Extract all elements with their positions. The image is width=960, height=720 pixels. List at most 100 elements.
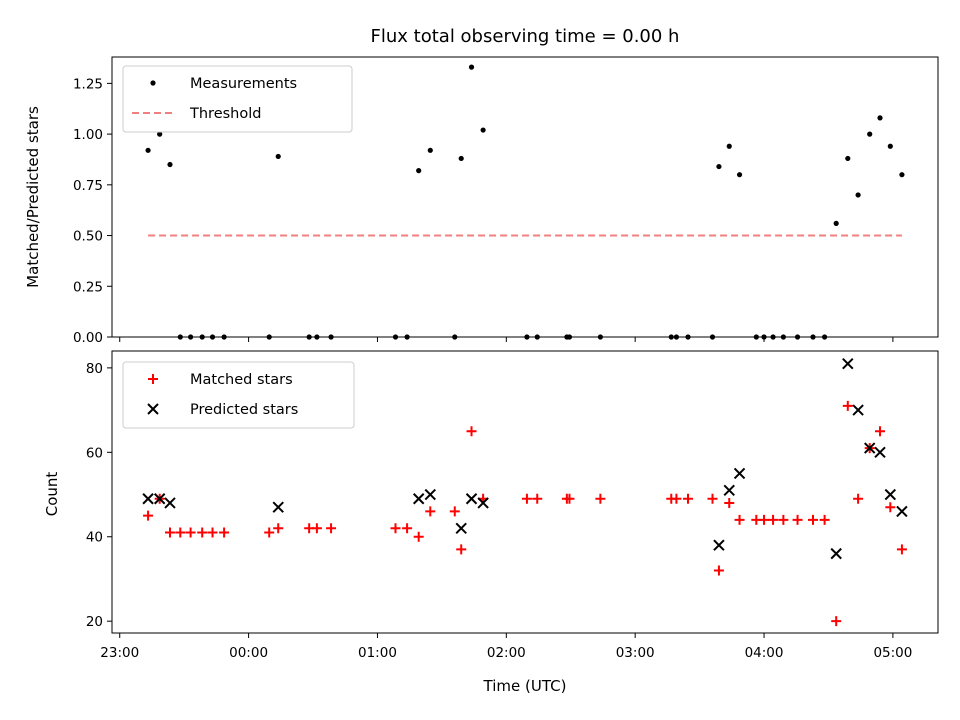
x-tick-label: 02:00 — [487, 645, 526, 661]
data-point — [145, 147, 151, 153]
data-point — [164, 527, 175, 538]
y-tick-label: 60 — [86, 445, 103, 461]
count-plot: 20 40 60 80 23:00 00:00 01:00 02:00 03:00 04:00 05… — [86, 350, 939, 661]
data-point — [863, 442, 876, 454]
legend-marker — [148, 374, 158, 384]
data-point — [896, 505, 908, 518]
data-point — [885, 502, 896, 513]
data-point — [808, 514, 819, 525]
data-point — [896, 544, 907, 555]
data-point — [480, 127, 486, 133]
x-tick-label: 04:00 — [745, 645, 784, 661]
data-point — [853, 493, 864, 504]
data-point — [671, 493, 682, 504]
data-point — [736, 172, 743, 178]
data-point — [845, 155, 851, 162]
y-tick-label: 20 — [86, 614, 103, 630]
series-measurements — [145, 64, 905, 340]
y-tick-label: 0.50 — [73, 229, 103, 245]
chart-title: Flux total observing time = 0.00 h — [371, 26, 680, 47]
data-point — [833, 220, 839, 226]
data-point — [716, 163, 722, 170]
data-point — [142, 493, 154, 505]
legend-label: Predicted stars — [190, 402, 298, 418]
data-point — [713, 565, 724, 576]
data-point — [157, 131, 163, 137]
x-tick-label: 01:00 — [358, 645, 397, 661]
data-point — [564, 493, 575, 504]
data-point — [778, 514, 789, 525]
data-point — [713, 539, 725, 551]
data-point — [465, 493, 478, 505]
data-point — [416, 168, 422, 174]
data-point — [424, 488, 436, 501]
data-point — [724, 497, 735, 508]
legend-label: Threshold — [189, 106, 261, 122]
data-point — [175, 527, 186, 538]
data-point — [412, 493, 425, 505]
data-point — [723, 484, 735, 497]
data-point — [521, 493, 532, 504]
data-point — [874, 446, 886, 459]
legend-box — [122, 361, 355, 429]
data-point — [455, 522, 467, 535]
data-point — [425, 506, 436, 517]
data-point — [272, 501, 284, 513]
data-point — [402, 523, 413, 534]
y-tick-label: 80 — [86, 361, 103, 377]
data-point — [768, 514, 779, 525]
data-point — [734, 514, 745, 525]
y-tick-label: 1.00 — [73, 127, 103, 143]
data-point — [831, 616, 842, 627]
y-tick-label: 40 — [86, 530, 103, 546]
legend-box — [122, 65, 353, 133]
data-point — [275, 153, 281, 160]
data-point — [413, 531, 424, 542]
data-point — [726, 143, 732, 149]
data-point — [427, 147, 433, 153]
data-point — [855, 192, 861, 198]
data-point — [167, 161, 173, 168]
data-point — [477, 497, 489, 509]
data-point — [273, 523, 284, 534]
data-point — [884, 488, 897, 501]
y-tick-label: 1.25 — [73, 76, 103, 92]
data-point — [390, 523, 401, 534]
data-point — [759, 514, 770, 525]
legend-marker — [147, 403, 159, 415]
data-point — [877, 115, 883, 121]
data-point — [219, 527, 230, 538]
x-axis-label: Time (UTC) — [483, 677, 567, 695]
top-plot-y-label: Matched/Predicted stars — [24, 106, 42, 288]
data-point — [707, 493, 718, 504]
data-point — [899, 172, 905, 178]
legend-marker — [150, 80, 156, 86]
data-point — [326, 523, 337, 534]
x-tick-label: 23:00 — [100, 645, 139, 661]
data-point — [887, 143, 893, 149]
data-point — [830, 547, 842, 560]
x-tick-label: 03:00 — [616, 645, 655, 661]
series-matched-stars — [143, 400, 907, 627]
data-point — [164, 497, 176, 509]
data-point — [264, 527, 275, 538]
legend-label: Measurements — [190, 76, 297, 92]
data-point — [153, 493, 166, 505]
ratio-plot: 0.00 0.25 0.50 0.75 1.00 1.25 Measurements Thre… — [73, 56, 939, 346]
x-tick-label: 00:00 — [229, 645, 268, 661]
series-predicted-stars — [142, 357, 908, 560]
data-point — [456, 544, 467, 555]
data-point — [867, 131, 873, 137]
plot-frame — [111, 56, 939, 338]
y-tick-label: 0.75 — [73, 178, 103, 194]
legend-label: Matched stars — [190, 372, 293, 388]
data-point — [532, 493, 543, 504]
data-point — [819, 514, 830, 525]
data-point — [468, 64, 475, 70]
data-point — [792, 514, 803, 525]
data-point — [683, 493, 694, 504]
data-point — [143, 510, 154, 521]
plot-frame — [111, 350, 939, 634]
data-point — [852, 404, 864, 416]
